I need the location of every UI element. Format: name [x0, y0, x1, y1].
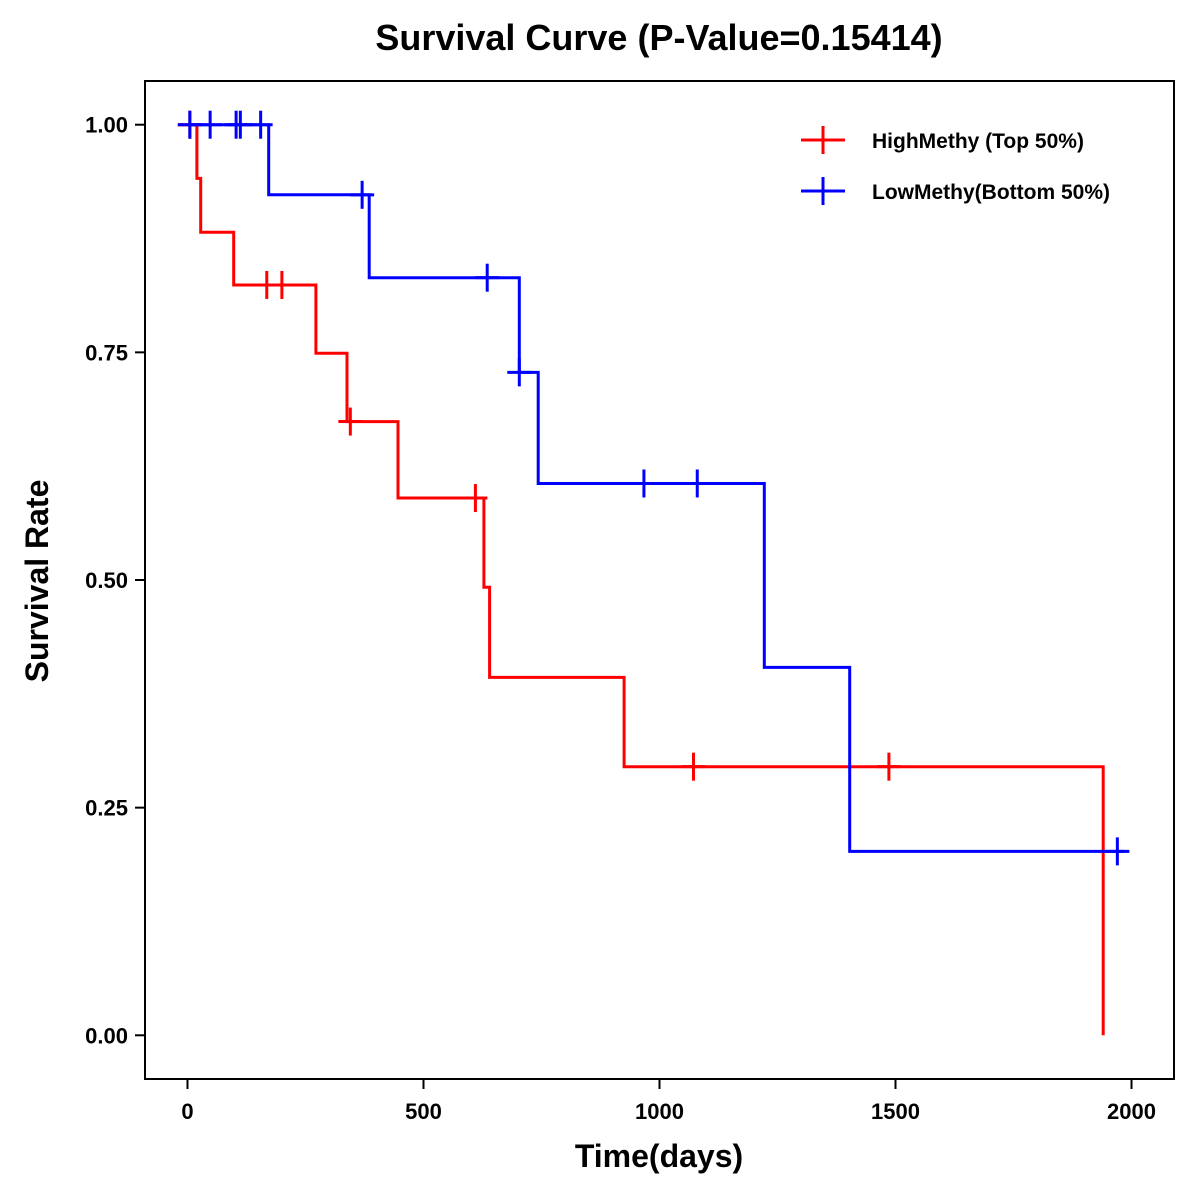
censor-mark	[338, 407, 363, 436]
legend-label: LowMethy(Bottom 50%)	[872, 181, 1110, 204]
series-high-methy	[177, 110, 1105, 1036]
legend-label: HighMethy (Top 50%)	[872, 130, 1084, 153]
x-tick-label: 0	[181, 1099, 193, 1124]
censor-mark	[681, 752, 706, 781]
censor-mark	[876, 752, 901, 781]
censor-mark	[475, 263, 500, 292]
censor-mark	[350, 180, 375, 209]
x-tick-label: 500	[405, 1099, 442, 1124]
plot-area-border	[144, 80, 1175, 1080]
x-tick-label: 1000	[635, 1099, 684, 1124]
censor-mark	[228, 110, 253, 139]
censor-mark	[631, 469, 656, 498]
series-layer	[177, 110, 1130, 1036]
legend-item: HighMethy (Top 50%)	[801, 126, 1084, 154]
censor-mark	[463, 484, 488, 513]
x-tick-label: 1500	[871, 1099, 920, 1124]
legend: HighMethy (Top 50%) LowMethy(Bottom 50%)	[801, 126, 1110, 205]
y-tick-label: 0.50	[85, 568, 128, 593]
y-axis: 0.00 0.25 0.50 0.75 1.00	[85, 113, 145, 1048]
y-tick-label: 0.75	[85, 340, 128, 365]
y-tick-label: 0.25	[85, 796, 128, 821]
y-tick-label: 0.00	[85, 1023, 128, 1048]
x-tick-label: 2000	[1107, 1099, 1156, 1124]
censor-mark	[248, 110, 273, 139]
censor-mark	[177, 110, 202, 139]
legend-item: LowMethy(Bottom 50%)	[801, 177, 1110, 205]
x-axis-title: Time(days)	[575, 1138, 743, 1174]
censor-mark	[507, 358, 532, 387]
survival-step-line	[178, 123, 1105, 1036]
x-axis: 0 500 1000 1500 2000	[181, 1079, 1156, 1124]
censor-mark	[198, 110, 223, 139]
censor-mark	[685, 469, 710, 498]
chart-title: Survival Curve (P-Value=0.15414)	[375, 17, 942, 58]
series-low-methy	[177, 110, 1130, 866]
censor-mark	[269, 270, 294, 299]
y-tick-label: 1.00	[85, 113, 128, 138]
censor-mark	[1105, 837, 1130, 866]
y-axis-title: Survival Rate	[19, 480, 55, 683]
survival-step-line	[187, 123, 1125, 853]
